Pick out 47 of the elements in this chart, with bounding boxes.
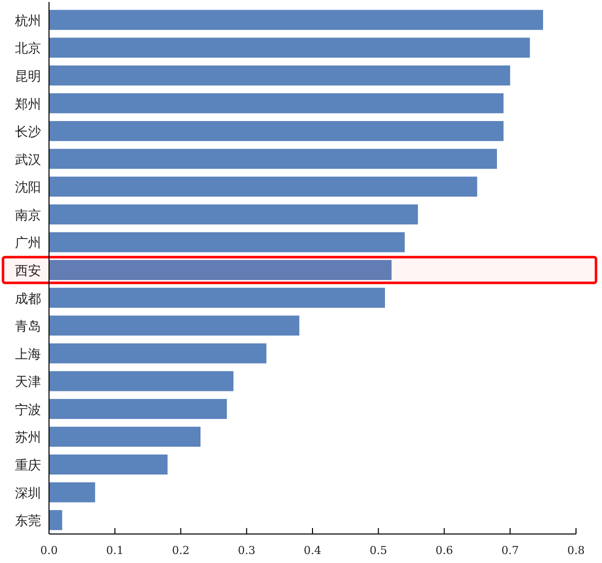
y-tick-label: 长沙: [15, 125, 41, 140]
x-tick-label: 0.8: [567, 544, 585, 557]
bar: [49, 93, 504, 114]
bar: [49, 232, 405, 252]
bar: [49, 260, 392, 280]
y-tick-label: 郑州: [15, 97, 41, 112]
y-tick-label: 宁波: [15, 402, 41, 418]
bar: [49, 398, 227, 419]
x-tick-label: 0.0: [40, 544, 58, 557]
bar: [49, 482, 96, 502]
bar: [49, 371, 234, 392]
y-tick-label: 西安: [15, 263, 41, 279]
y-tick-label: 武汉: [15, 152, 41, 168]
x-tick-label: 0.3: [238, 544, 256, 557]
bar: [49, 121, 504, 142]
y-tick-label: 重庆: [15, 458, 41, 474]
y-tick-label: 青岛: [15, 320, 41, 335]
x-tick-label: 0.2: [172, 544, 190, 557]
y-tick-label: 东莞: [15, 514, 41, 530]
x-tick-label: 0.4: [304, 544, 322, 557]
y-tick-label: 杭州: [14, 14, 41, 29]
y-tick-label: 成都: [15, 292, 41, 307]
y-tick-label: 南京: [15, 208, 41, 224]
x-tick-label: 0.5: [370, 544, 388, 557]
bar: [49, 204, 418, 224]
bar: [49, 38, 530, 58]
bar: [49, 343, 266, 364]
bar: [49, 176, 478, 197]
bar: [49, 426, 201, 447]
bar: [49, 510, 62, 530]
y-tick-label: 上海: [15, 347, 41, 362]
bar: [49, 288, 385, 308]
y-tick-label: 苏州: [15, 430, 41, 446]
bar: [49, 148, 497, 169]
x-tick-label: 0.7: [501, 544, 519, 557]
y-tick-label: 沈阳: [15, 180, 41, 196]
bar: [49, 316, 300, 336]
bar: [49, 454, 168, 475]
y-tick-label: 天津: [15, 375, 41, 390]
y-tick-label: 昆明: [15, 69, 41, 84]
x-tick-label: 0.1: [106, 544, 124, 557]
y-tick-label: 广州: [15, 236, 41, 252]
bar: [49, 65, 510, 86]
y-tick-label: 北京: [15, 42, 41, 57]
y-tick-label: 深圳: [15, 486, 41, 502]
x-tick-label: 0.6: [436, 544, 453, 557]
bar: [49, 10, 544, 30]
